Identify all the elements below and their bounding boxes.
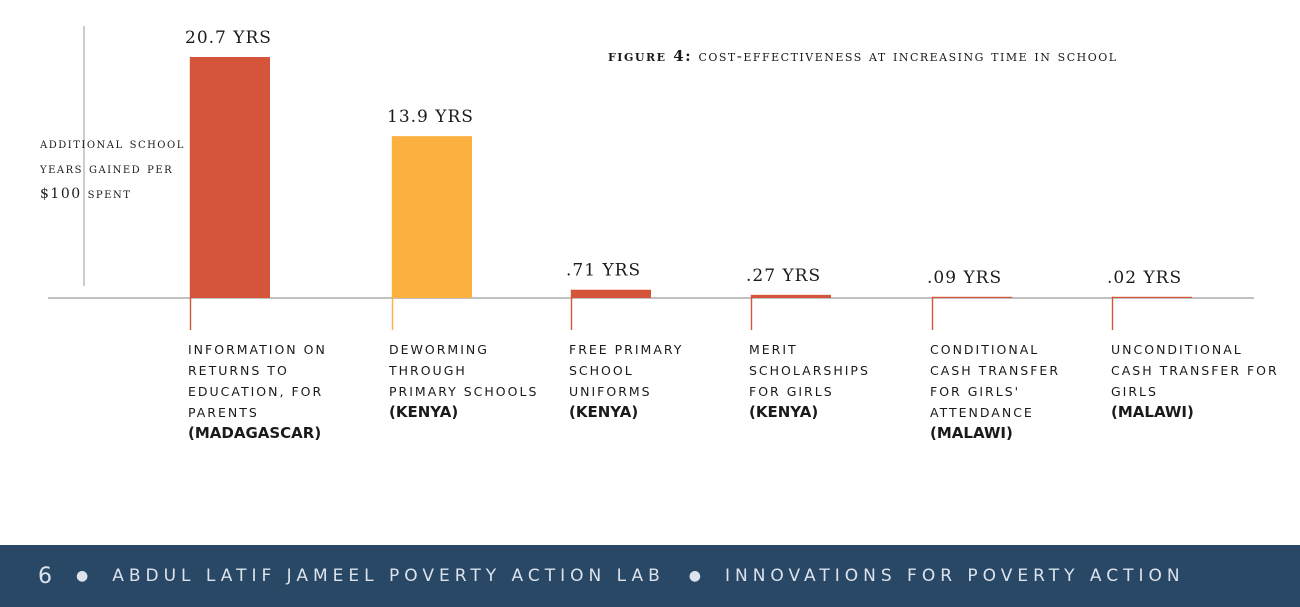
bar-value-label: .27 YRS [746,266,821,286]
category-text: conditional cash transfer for girls' att… [930,342,1061,420]
bar [190,57,270,298]
figure-title: figure 4: cost-effectiveness at increasi… [608,47,1118,65]
category-country: (KENYA) [569,403,639,421]
category-text: deworming through primary schools [389,342,539,399]
category-text: free primary school uniforms [569,342,684,399]
bar [392,136,472,298]
category-country: (KENYA) [749,403,819,421]
category-text: information on returns to education, for… [188,342,327,420]
bullet-separator: ● [688,568,701,584]
y-axis-label: additional school years gained per $100 … [40,136,185,202]
footer-org-left: ABDUL LATIF JAMEEL POVERTY ACTION LAB [112,566,665,586]
bar-value-label: 13.9 YRS [387,107,474,127]
bar [1112,296,1192,298]
category-text: unconditional cash transfer for girls [1111,342,1279,399]
bar-chart: 20.7 YRS 13.9 YRS .71 YRS .27 YRS .09 YRS .02… [48,26,1254,330]
figure-label: figure 4: [608,47,693,65]
category-country: (MALAWI) [1111,403,1194,421]
bar-value-label: .09 YRS [927,268,1002,288]
category-country: (MADAGASCAR) [188,424,322,442]
category-label: information on returns to education, for… [188,339,368,443]
bar [751,294,831,298]
bar-value-label: .02 YRS [1107,268,1182,288]
category-label: conditional cash transfer for girls' att… [930,339,1080,443]
bar-value-label: .71 YRS [566,261,641,281]
figure-title-text: cost-effectiveness at increasing time in… [698,47,1118,65]
category-label: deworming through primary schools (KENYA… [389,339,539,422]
bar [932,296,1012,298]
category-text: merit scholarships for girls [749,342,870,399]
category-label: merit scholarships for girls (KENYA) [749,339,899,422]
page-number: 6 [38,563,52,589]
footer-org-right: INNOVATIONS FOR POVERTY ACTION [724,566,1185,586]
bullet-separator: ● [76,568,89,584]
bar-value-label: 20.7 YRS [185,28,272,48]
category-country: (MALAWI) [930,424,1013,442]
bar [571,289,651,298]
page-footer: 6 ● ABDUL LATIF JAMEEL POVERTY ACTION LA… [0,545,1300,607]
category-label: free primary school uniforms (KENYA) [569,339,719,422]
category-label: unconditional cash transfer for girls (M… [1111,339,1291,422]
category-country: (KENYA) [389,403,459,421]
